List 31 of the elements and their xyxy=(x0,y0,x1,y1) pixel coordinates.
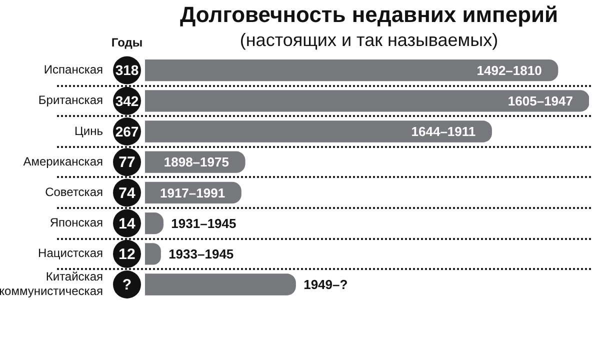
data-label: ? xyxy=(122,276,132,294)
chart-subtitle: (настоящих и так называемых) xyxy=(238,30,500,51)
y-tick-label: Китайская коммунистическая xyxy=(0,270,103,298)
bar xyxy=(145,59,558,82)
annotation: 1933–1945 xyxy=(168,246,234,262)
annotation: 1917–1991 xyxy=(160,185,226,200)
data-label: 318 xyxy=(115,62,139,78)
data-label: 77 xyxy=(118,154,136,172)
chart-title: Долговечность недавних империй xyxy=(178,2,560,28)
data-label: 14 xyxy=(118,215,136,232)
y-tick-label: Японская xyxy=(50,216,103,230)
annotation: 1949–? xyxy=(304,277,348,292)
bar xyxy=(145,90,589,112)
y-tick-label: Нацистская xyxy=(38,246,103,260)
annotation: 1644–1911 xyxy=(411,124,476,140)
y-tick-label: Американская xyxy=(23,154,103,168)
data-label: 267 xyxy=(115,123,139,140)
data-label: 12 xyxy=(118,246,136,264)
text: Годы xyxy=(111,36,143,50)
bar xyxy=(145,120,492,142)
y-tick-label: Советская xyxy=(45,185,103,200)
annotation: 1898–1975 xyxy=(164,154,229,170)
data-label: 74 xyxy=(118,184,136,202)
y-tick-label: Британская xyxy=(38,93,103,108)
y-tick-label: Цинь xyxy=(74,124,103,138)
y-tick-label: Испанская xyxy=(44,62,103,77)
bar xyxy=(145,274,296,296)
annotation: 1931–1945 xyxy=(171,216,236,231)
annotation: 1492–1810 xyxy=(476,62,542,78)
data-label: 342 xyxy=(115,92,139,109)
annotation: 1605–1947 xyxy=(508,93,573,108)
